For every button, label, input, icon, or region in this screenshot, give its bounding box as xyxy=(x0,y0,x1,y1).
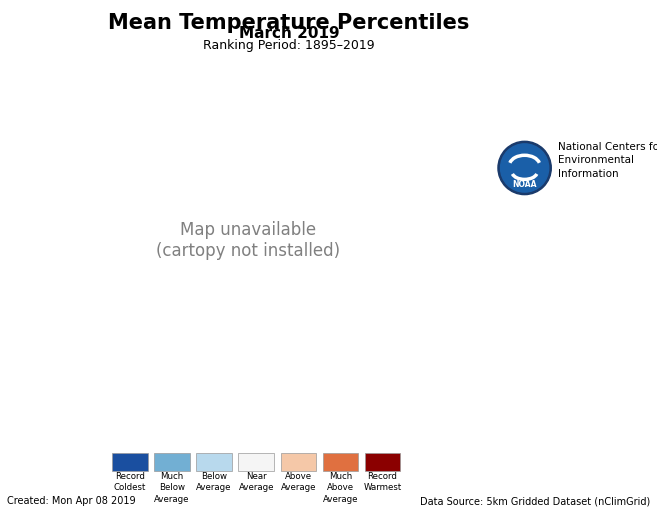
Text: Record
Warmest: Record Warmest xyxy=(363,472,401,492)
Text: Data Source: 5km Gridded Dataset (nClimGrid): Data Source: 5km Gridded Dataset (nClimG… xyxy=(420,496,650,506)
Text: NOAA: NOAA xyxy=(512,180,537,189)
Text: Near
Average: Near Average xyxy=(238,472,274,492)
Text: Record
Coldest: Record Coldest xyxy=(114,472,147,492)
Text: Much
Below
Average: Much Below Average xyxy=(154,472,190,503)
Text: Map unavailable
(cartopy not installed): Map unavailable (cartopy not installed) xyxy=(156,221,340,260)
Text: Much
Above
Average: Much Above Average xyxy=(323,472,358,503)
Text: Below
Average: Below Average xyxy=(196,472,232,492)
Text: National Centers for
Environmental
Information: National Centers for Environmental Infor… xyxy=(558,142,657,179)
Text: Ranking Period: 1895–2019: Ranking Period: 1895–2019 xyxy=(203,39,375,52)
Circle shape xyxy=(501,144,549,192)
Text: Mean Temperature Percentiles: Mean Temperature Percentiles xyxy=(108,13,470,33)
Text: Above
Average: Above Average xyxy=(281,472,316,492)
Circle shape xyxy=(498,142,551,194)
Text: Created: Mon Apr 08 2019: Created: Mon Apr 08 2019 xyxy=(7,496,135,506)
Text: March 2019: March 2019 xyxy=(238,26,340,41)
